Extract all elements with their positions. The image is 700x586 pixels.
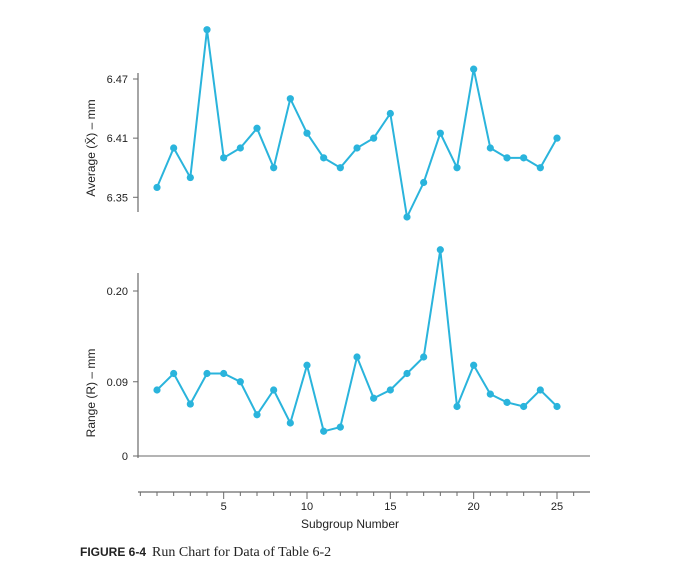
average-point-10: [303, 129, 311, 137]
average-series-points: [153, 26, 561, 221]
average-point-14: [370, 134, 378, 142]
average-y-ticks: 6.47 6.41 6.35: [107, 74, 138, 204]
average-point-13: [353, 144, 361, 152]
range-chart: 0.20 0.09 0 Range (R) – mm: [84, 246, 590, 463]
average-point-9: [286, 95, 294, 103]
x-axis-ticks: 5 10 15 20 25: [139, 492, 575, 513]
average-point-6: [236, 144, 244, 152]
average-point-18: [436, 129, 444, 137]
range-point-19: [453, 402, 461, 411]
range-series-points: [153, 246, 561, 435]
range-point-14: [370, 394, 378, 402]
average-point-20: [470, 65, 478, 73]
average-point-7: [253, 124, 261, 132]
average-y-tick-label: 6.41: [107, 133, 128, 145]
average-point-17: [420, 178, 428, 187]
average-y-tick-label: 6.47: [107, 74, 128, 86]
average-point-3: [186, 173, 194, 182]
average-point-12: [336, 164, 344, 172]
x-tick-label: 20: [468, 501, 480, 513]
range-y-axis-title: Range (R) – mm: [84, 349, 98, 438]
range-y-ticks: 0.20 0.09 0: [107, 286, 138, 463]
average-point-8: [270, 164, 278, 172]
range-point-6: [236, 378, 244, 386]
average-point-4: [203, 26, 211, 34]
x-axis-title: Subgroup Number: [301, 517, 399, 531]
figure-caption: FIGURE 6-4 Run Chart for Data of Table 6-…: [80, 545, 331, 561]
range-y-tick-label: 0: [122, 451, 128, 463]
range-point-8: [270, 386, 278, 394]
average-point-23: [520, 154, 528, 162]
x-tick-label: 5: [221, 501, 227, 513]
range-point-11: [320, 427, 328, 435]
x-tick-label: 10: [301, 501, 313, 513]
average-point-5: [220, 154, 228, 162]
average-point-25: [553, 134, 561, 142]
range-point-18: [436, 246, 444, 254]
average-point-16: [403, 213, 411, 221]
range-point-2: [170, 369, 178, 378]
figure-label: FIGURE 6-4: [80, 545, 147, 559]
range-point-7: [253, 411, 261, 419]
range-point-9: [286, 419, 294, 427]
range-point-1: [153, 386, 161, 394]
range-point-4: [203, 369, 211, 378]
average-y-tick-label: 6.35: [107, 192, 128, 204]
average-point-1: [153, 183, 161, 192]
subgroup-x-axis: 5 10 15 20 25 Subgroup Number: [138, 491, 590, 531]
range-point-16: [403, 369, 411, 378]
range-point-24: [536, 386, 544, 394]
average-point-21: [486, 144, 494, 152]
average-point-24: [536, 164, 544, 172]
average-point-22: [503, 154, 511, 162]
range-series-line: [156, 249, 558, 433]
range-point-22: [503, 398, 511, 406]
average-point-2: [170, 144, 178, 152]
range-point-25: [553, 402, 561, 411]
range-point-13: [353, 353, 361, 361]
range-y-tick-label: 0.09: [107, 377, 128, 389]
range-point-5: [220, 369, 228, 378]
range-point-21: [486, 390, 494, 398]
figure-caption-text: Run Chart for Data of Table 6-2: [152, 545, 332, 560]
average-y-axis-title: Average (X̄) – mm: [84, 99, 98, 196]
x-tick-label: 15: [384, 501, 396, 513]
range-point-20: [470, 361, 478, 369]
range-point-3: [186, 400, 194, 408]
range-point-10: [303, 361, 311, 369]
range-point-12: [336, 423, 344, 431]
average-series-line: [156, 29, 558, 221]
range-point-17: [420, 353, 428, 361]
range-point-23: [520, 402, 528, 411]
average-point-11: [320, 154, 328, 162]
range-y-tick-label: 0.20: [107, 286, 128, 298]
average-chart: 6.47 6.41 6.35 Average (X̄) – mm: [84, 26, 561, 221]
average-point-19: [453, 164, 461, 172]
x-tick-label: 25: [551, 501, 563, 513]
average-point-15: [386, 109, 394, 118]
range-point-15: [386, 386, 394, 394]
